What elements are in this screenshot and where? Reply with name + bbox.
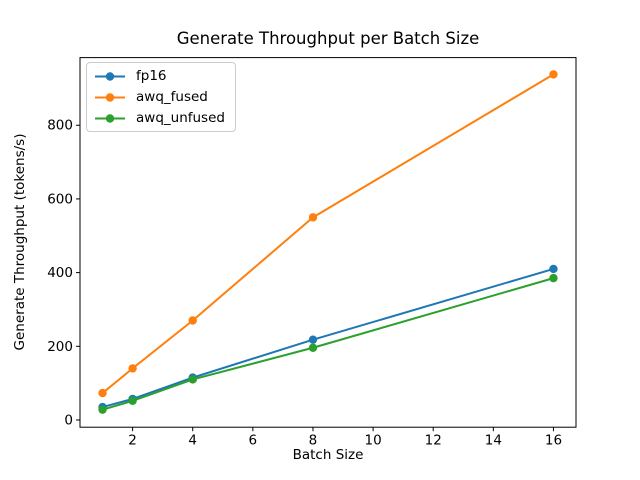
data-point-awq_unfused	[98, 405, 107, 414]
x-tick-label: 8	[309, 433, 318, 449]
y-tick-label: 200	[47, 339, 73, 355]
legend: fp16 awq_fused awq_unfused	[86, 62, 236, 132]
x-tick-label: 6	[249, 433, 258, 449]
y-axis-label: Generate Throughput (tokens/s)	[12, 133, 28, 351]
series-line-awq_unfused	[101, 277, 555, 411]
axes-spines	[79, 57, 577, 428]
legend-entry-awq_unfused: awq_unfused	[93, 109, 225, 127]
y-tick-label: 600	[47, 191, 73, 207]
data-point-fp16	[549, 264, 558, 274]
y-tick-label: 800	[47, 118, 73, 134]
data-point-awq_fused	[98, 388, 107, 398]
x-tick-label: 14	[485, 433, 502, 449]
y-tick-label: 400	[47, 265, 73, 281]
legend-label: awq_unfused	[136, 110, 225, 126]
x-tick-label: 4	[188, 433, 197, 449]
data-point-awq_fused	[308, 213, 318, 222]
chart-title: Generate Throughput per Batch Size	[176, 29, 480, 48]
x-tick-label: 10	[364, 433, 381, 449]
x-axis-label: Batch Size	[292, 447, 364, 463]
data-point-awq_unfused	[128, 396, 137, 406]
data-point-awq_fused	[188, 316, 197, 325]
legend-line-marker-icon	[95, 71, 125, 81]
x-tick-label: 16	[545, 433, 562, 449]
legend-line-marker-icon	[95, 92, 125, 102]
data-point-fp16	[308, 335, 318, 344]
y-tick-label: 0	[64, 412, 73, 428]
legend-entry-awq_fused: awq_fused	[93, 88, 225, 106]
x-tick-label: 12	[425, 433, 442, 449]
legend-line-marker-icon	[95, 113, 125, 123]
data-point-awq_unfused	[188, 375, 197, 384]
x-tick-label: 2	[128, 433, 137, 449]
data-point-awq_fused	[128, 364, 137, 373]
legend-label: awq_fused	[136, 89, 208, 105]
data-point-awq_fused	[549, 70, 558, 79]
legend-label: fp16	[136, 68, 167, 84]
data-point-awq_unfused	[308, 343, 318, 352]
legend-entry-fp16: fp16	[93, 67, 225, 85]
data-point-awq_unfused	[549, 273, 558, 283]
